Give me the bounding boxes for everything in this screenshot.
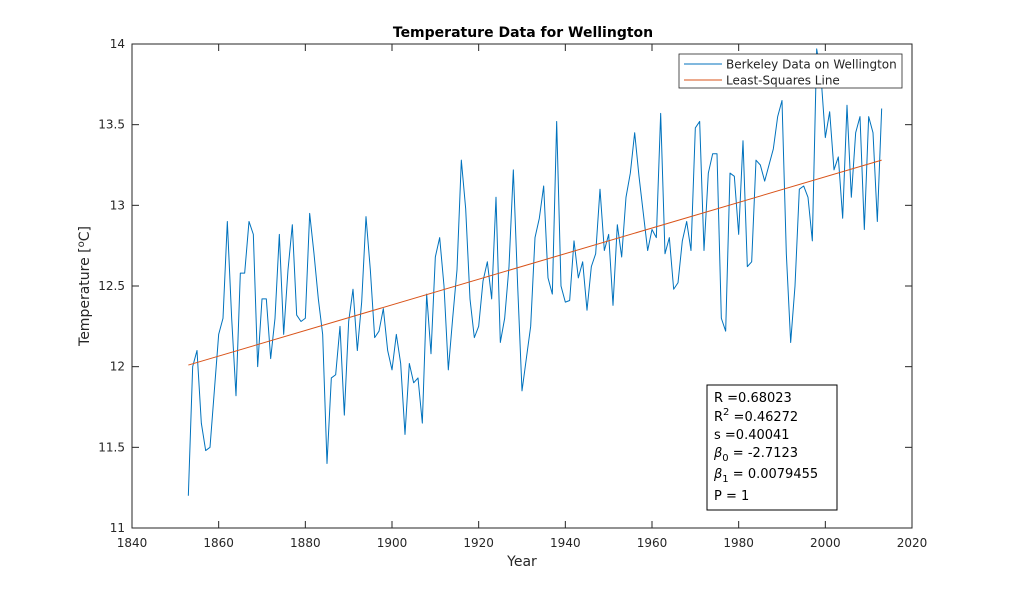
x-tick-label: 1840 bbox=[117, 536, 148, 550]
berkeley-data-line bbox=[187, 48, 883, 496]
y-axis-label: Temperature [oC] bbox=[76, 226, 94, 347]
y-tick-label: 13.5 bbox=[98, 118, 125, 132]
legend-label-berkeley: Berkeley Data on Wellington bbox=[726, 58, 897, 72]
stat-beta1: β1 = 0.0079455 bbox=[713, 467, 818, 485]
plot-area-border bbox=[131, 43, 913, 529]
stat-p: P = 1 bbox=[714, 489, 749, 504]
stat-s: s =0.40041 bbox=[714, 428, 790, 443]
x-axis-label: Year bbox=[506, 554, 537, 570]
y-tick-label: 12 bbox=[110, 360, 125, 374]
y-axis-label-base: Temperature [ bbox=[77, 247, 93, 347]
y-tick-label: 12.5 bbox=[98, 279, 125, 293]
x-tick-label: 1940 bbox=[550, 536, 581, 550]
y-axis-label-superscript: o bbox=[76, 241, 87, 247]
stat-r: R =0.68023 bbox=[714, 391, 792, 406]
y-tick-label: 11 bbox=[110, 521, 125, 535]
stat-beta0: β0 = -2.7123 bbox=[713, 446, 798, 464]
stats-box-border bbox=[706, 384, 838, 511]
chart-title: Temperature Data for Wellington bbox=[393, 25, 653, 41]
legend-box bbox=[678, 53, 903, 89]
y-tick-label: 13 bbox=[110, 198, 125, 212]
y-tick-label: 14 bbox=[110, 37, 125, 51]
stats-annotation: R =0.68023 R2 =0.46272 s =0.40041 β0 = -… bbox=[706, 384, 838, 511]
x-tick-label: 1960 bbox=[637, 536, 668, 550]
series-layer bbox=[187, 48, 883, 496]
x-tick-label: 1880 bbox=[290, 536, 321, 550]
least-squares-line bbox=[188, 159, 882, 366]
y-axis-label-unit: C] bbox=[77, 226, 93, 241]
stat-r-squared: R2 =0.46272 bbox=[714, 407, 798, 425]
x-tick-label: 1920 bbox=[463, 536, 494, 550]
x-tick-label: 1980 bbox=[723, 536, 754, 550]
y-tick-label: 11.5 bbox=[98, 440, 125, 454]
x-tick-label: 2000 bbox=[810, 536, 841, 550]
x-tick-label: 1860 bbox=[203, 536, 234, 550]
x-tick-label: 2020 bbox=[897, 536, 928, 550]
legend-label-least-squares: Least-Squares Line bbox=[726, 74, 840, 88]
legend: Berkeley Data on Wellington Least-Square… bbox=[678, 53, 903, 89]
x-tick-label: 1900 bbox=[377, 536, 408, 550]
x-axis-ticks: 1840 1860 1880 1900 1920 1940 1960 1980 2000 2020 bbox=[117, 44, 928, 550]
y-axis-ticks: 11 11.5 12 12.5 13 13.5 14 bbox=[98, 37, 912, 535]
